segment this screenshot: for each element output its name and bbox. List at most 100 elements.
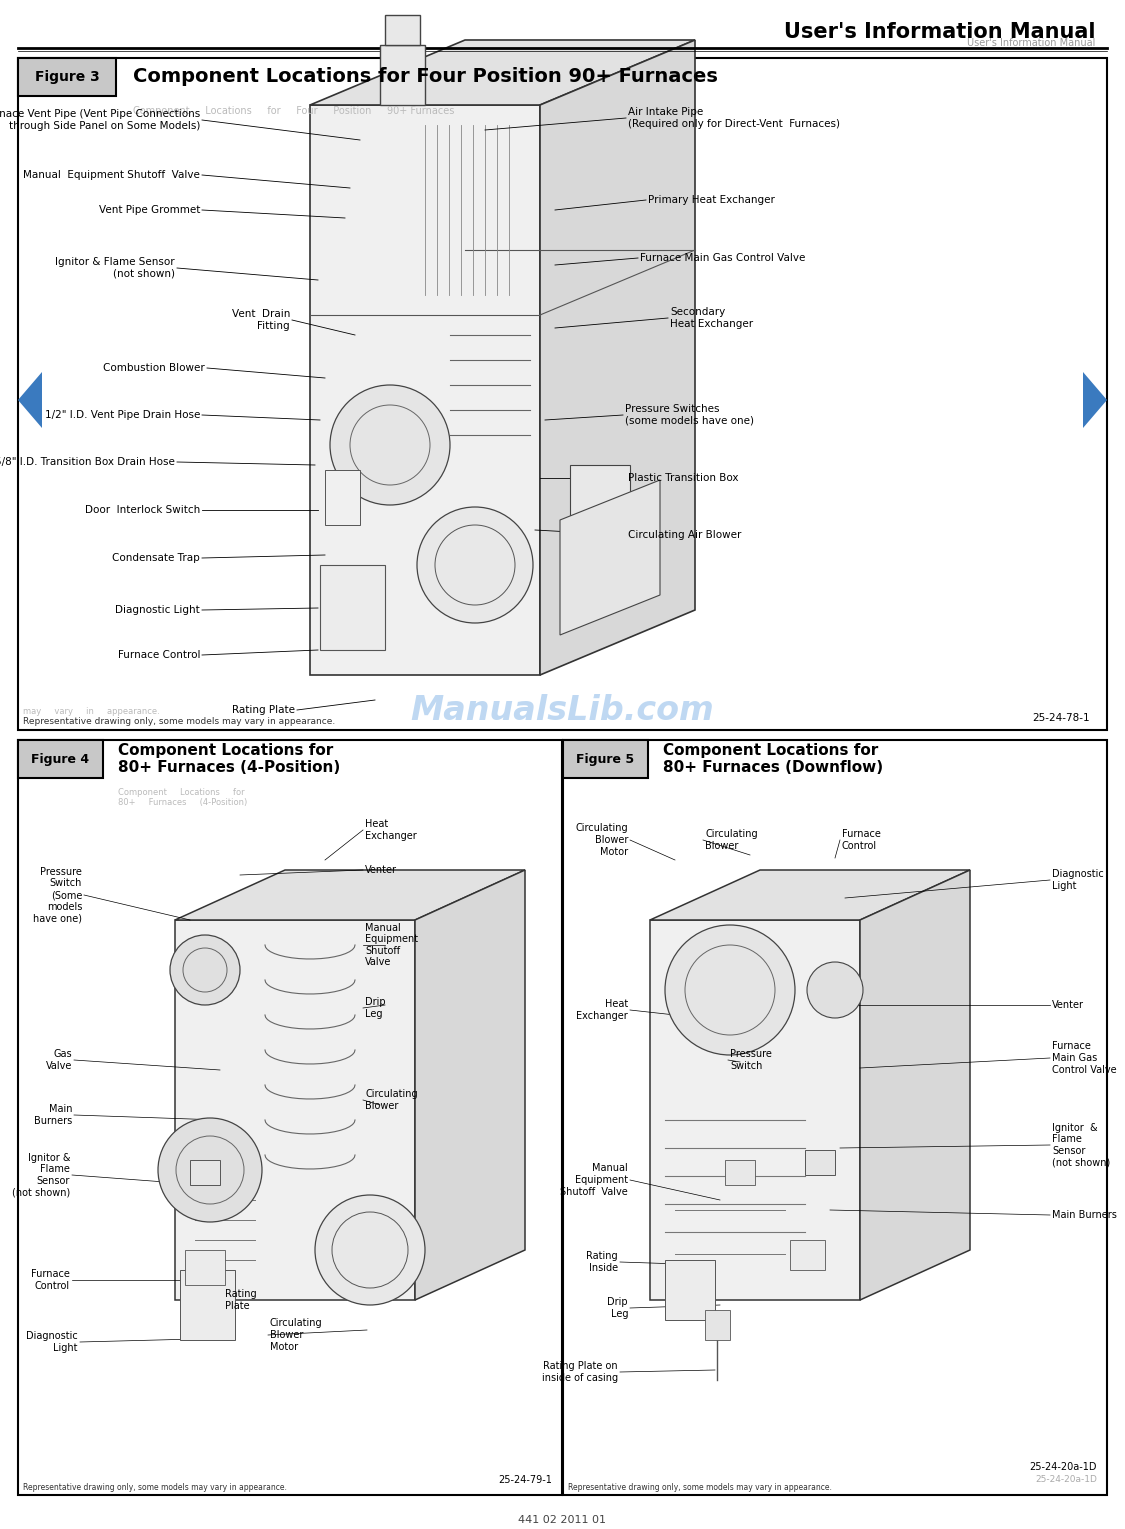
Text: Rating
Plate: Rating Plate: [225, 1289, 256, 1310]
Text: Rating Plate: Rating Plate: [232, 705, 295, 716]
Bar: [562, 740, 648, 778]
Text: Main
Burners: Main Burners: [34, 1104, 72, 1125]
Bar: [562, 740, 1107, 1495]
Polygon shape: [650, 870, 970, 920]
Text: Heat
Exchanger: Heat Exchanger: [364, 820, 416, 841]
Text: Air Intake Pipe
(Required only for Direct-Vent  Furnaces): Air Intake Pipe (Required only for Direc…: [628, 107, 840, 128]
Text: User's Information Manual: User's Information Manual: [966, 38, 1095, 47]
Text: Primary Heat Exchanger: Primary Heat Exchanger: [648, 196, 775, 205]
Bar: [310, 106, 540, 674]
Polygon shape: [310, 40, 695, 106]
Text: Furnace Vent Pipe (Vent Pipe Connections
through Side Panel on Some Models): Furnace Vent Pipe (Vent Pipe Connections…: [0, 109, 200, 131]
Text: Main Burners: Main Burners: [1052, 1209, 1117, 1220]
Text: Rating
Inside: Rating Inside: [586, 1251, 618, 1272]
Bar: [184, 1251, 225, 1284]
Bar: [180, 1271, 235, 1339]
Text: Furnace Main Gas Control Valve: Furnace Main Gas Control Valve: [640, 252, 806, 263]
Bar: [18, 740, 562, 1495]
Text: Component     Locations     for
80+     Furnaces     (4-Position): Component Locations for 80+ Furnaces (4-…: [118, 787, 248, 807]
Text: Pressure Switches
(some models have one): Pressure Switches (some models have one): [626, 404, 754, 425]
Text: Figure 4: Figure 4: [32, 752, 89, 766]
Text: Ignitor & Flame Sensor
(not shown): Ignitor & Flame Sensor (not shown): [55, 257, 176, 278]
Text: Furnace Control: Furnace Control: [117, 650, 200, 661]
Text: Drip
Leg: Drip Leg: [364, 997, 386, 1018]
Text: Vent Pipe Grommet: Vent Pipe Grommet: [99, 205, 200, 216]
Text: Circulating
Blower: Circulating Blower: [705, 829, 757, 850]
Text: Venter: Venter: [364, 865, 397, 875]
Text: 25-24-20a-1D: 25-24-20a-1D: [1029, 1462, 1097, 1472]
Circle shape: [807, 962, 863, 1018]
Text: Representative drawing only, some models may vary in appearance.: Representative drawing only, some models…: [22, 717, 335, 726]
Text: Venter: Venter: [1052, 1000, 1084, 1011]
Text: Secondary
Heat Exchanger: Secondary Heat Exchanger: [670, 307, 753, 329]
Text: 25-24-20a-1D: 25-24-20a-1D: [1035, 1475, 1097, 1485]
Bar: [18, 58, 116, 96]
Text: Pressure
Switch: Pressure Switch: [730, 1049, 772, 1070]
Bar: [705, 1310, 730, 1339]
Text: Rating Plate on
inside of casing: Rating Plate on inside of casing: [542, 1361, 618, 1382]
Text: Component     Locations     for     Four     Position     90+ Furnaces: Component Locations for Four Position 90…: [133, 106, 455, 116]
Polygon shape: [18, 372, 42, 428]
Text: Circulating Air Blower: Circulating Air Blower: [628, 531, 741, 540]
Polygon shape: [560, 480, 660, 635]
Text: Diagnostic
Light: Diagnostic Light: [1052, 868, 1104, 891]
Polygon shape: [540, 40, 695, 674]
Text: 25-24-79-1: 25-24-79-1: [498, 1475, 552, 1485]
Text: Component Locations for
80+ Furnaces (Downflow): Component Locations for 80+ Furnaces (Do…: [663, 743, 883, 775]
Bar: [665, 1260, 716, 1320]
Text: Ignitor  &
Flame
Sensor
(not shown): Ignitor & Flame Sensor (not shown): [1052, 1122, 1110, 1168]
Text: Combustion Blower: Combustion Blower: [104, 362, 205, 373]
Text: Figure 5: Figure 5: [576, 752, 634, 766]
Text: Furnace
Control: Furnace Control: [32, 1269, 70, 1290]
Bar: [570, 465, 630, 520]
Bar: [319, 566, 385, 650]
Circle shape: [170, 936, 240, 1005]
Text: 441 02 2011 01: 441 02 2011 01: [518, 1515, 606, 1524]
Text: Representative drawing only, some models may vary in appearance.: Representative drawing only, some models…: [22, 1483, 287, 1491]
Text: Door  Interlock Switch: Door Interlock Switch: [84, 505, 200, 515]
Text: 25-24-78-1: 25-24-78-1: [1033, 713, 1090, 723]
Circle shape: [315, 1196, 425, 1304]
Bar: [380, 44, 425, 106]
Bar: [650, 920, 860, 1300]
Polygon shape: [176, 870, 525, 920]
Text: Furnace
Control: Furnace Control: [842, 829, 881, 850]
Text: Circulating
Blower
Motor: Circulating Blower Motor: [270, 1318, 323, 1352]
Polygon shape: [860, 870, 970, 1300]
Polygon shape: [1083, 372, 1107, 428]
Text: Ignitor &
Flame
Sensor
(not shown): Ignitor & Flame Sensor (not shown): [11, 1153, 70, 1197]
Text: Pressure
Switch
(Some
models
have one): Pressure Switch (Some models have one): [33, 867, 82, 924]
Text: Vent  Drain
Fitting: Vent Drain Fitting: [232, 309, 290, 330]
Text: Diagnostic Light: Diagnostic Light: [115, 605, 200, 615]
Text: Plastic Transition Box: Plastic Transition Box: [628, 472, 738, 483]
Text: User's Information Manual: User's Information Manual: [783, 21, 1095, 41]
Text: Component Locations for Four Position 90+ Furnaces: Component Locations for Four Position 90…: [133, 67, 718, 87]
Circle shape: [665, 925, 795, 1055]
Bar: [325, 469, 360, 524]
Text: Manual
Equipment
Shutoff
Valve: Manual Equipment Shutoff Valve: [364, 922, 418, 968]
Text: Circulating
Blower: Circulating Blower: [364, 1089, 417, 1110]
Text: may     vary     in     appearance.: may vary in appearance.: [22, 708, 160, 717]
Text: 1/2" I.D. Vent Pipe Drain Hose: 1/2" I.D. Vent Pipe Drain Hose: [45, 410, 200, 420]
Text: Manual  Equipment Shutoff  Valve: Manual Equipment Shutoff Valve: [24, 170, 200, 180]
Text: Manual
Equipment
Shutoff  Valve: Manual Equipment Shutoff Valve: [560, 1164, 628, 1197]
Bar: [18, 58, 1107, 729]
Bar: [724, 1161, 755, 1185]
Bar: [790, 1240, 825, 1271]
Circle shape: [158, 1118, 262, 1222]
Bar: [385, 15, 420, 44]
Text: Circulating
Blower
Motor: Circulating Blower Motor: [575, 824, 628, 856]
Text: Representative drawing only, some models may vary in appearance.: Representative drawing only, some models…: [568, 1483, 831, 1491]
Circle shape: [330, 385, 450, 505]
Bar: [18, 740, 104, 778]
Text: Heat
Exchanger: Heat Exchanger: [576, 998, 628, 1021]
Polygon shape: [415, 870, 525, 1300]
Text: Furnace
Main Gas
Control Valve: Furnace Main Gas Control Valve: [1052, 1041, 1117, 1075]
Text: Component Locations for
80+ Furnaces (4-Position): Component Locations for 80+ Furnaces (4-…: [118, 743, 340, 775]
Text: Diagnostic
Light: Diagnostic Light: [26, 1332, 78, 1353]
Text: ManualsLib.com: ManualsLib.com: [411, 694, 714, 726]
Bar: [176, 920, 415, 1300]
Text: Drip
Leg: Drip Leg: [608, 1297, 628, 1320]
Text: Figure 3: Figure 3: [35, 70, 99, 84]
Bar: [190, 1161, 220, 1185]
